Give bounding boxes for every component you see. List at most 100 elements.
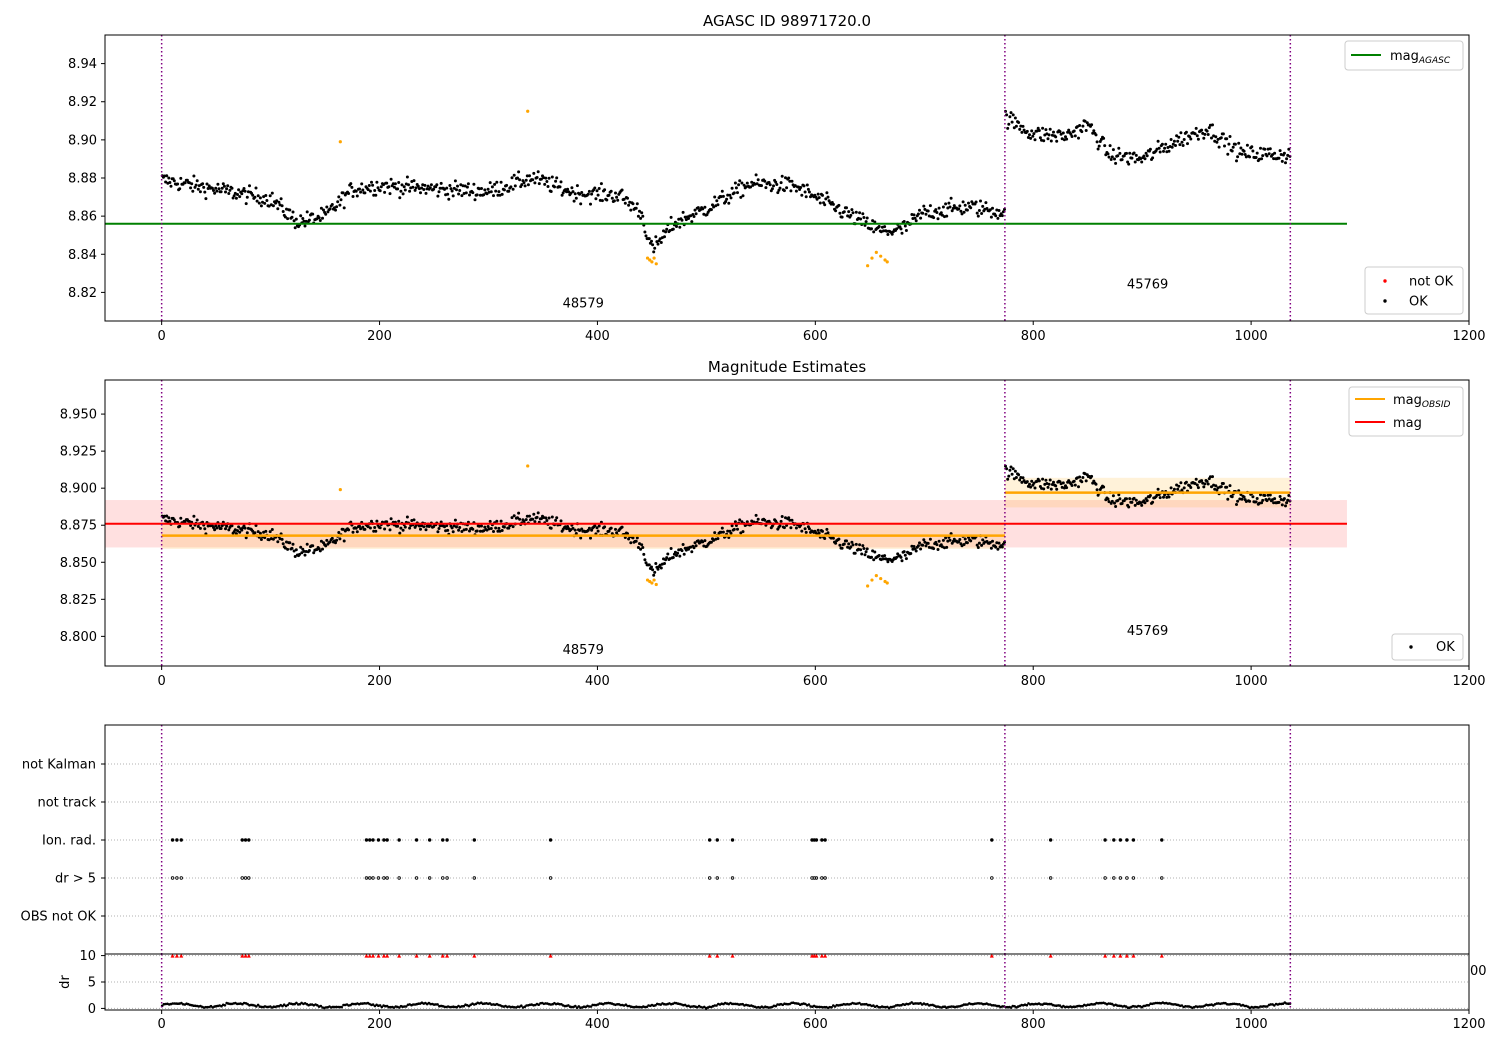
panel2-point-ok: [281, 542, 285, 546]
flags-point: [376, 876, 381, 880]
panel2-point-ok: [368, 526, 372, 530]
panel1-point-ok: [1102, 136, 1106, 140]
panel2-point-ok: [692, 546, 696, 550]
panel1-point-ok: [788, 179, 792, 183]
panel2-point-ok: [1061, 481, 1065, 485]
panel2-point-ok: [579, 536, 583, 540]
panel2-point-ok: [1179, 481, 1183, 485]
flags-point: [170, 876, 175, 880]
panel1-point-ok: [205, 182, 209, 186]
panel1-point-ok: [806, 187, 810, 191]
panel1-point-ok: [1235, 159, 1238, 163]
panel2-point-ok: [1107, 500, 1111, 504]
panel2-point-ok: [1143, 501, 1147, 505]
panel2-point-ok: [851, 543, 855, 547]
panel1-point-ok: [359, 190, 363, 194]
dr-point: [411, 1003, 415, 1006]
panel2-point-ok: [1094, 482, 1098, 486]
flags-point: [385, 876, 389, 880]
panel2-point-ok: [864, 550, 868, 554]
panel2-point-ok: [167, 516, 171, 520]
panel2-point-ok: [1205, 479, 1209, 483]
panel2-point-ok: [335, 538, 339, 542]
panel2-point-ok: [495, 519, 499, 523]
panel2-point-ok: [290, 546, 294, 550]
panel1-point-ok: [1078, 124, 1082, 127]
panel1-point-ok: [347, 192, 351, 195]
panel1-point-ok: [651, 243, 655, 247]
dr-flag-marker: [170, 953, 175, 958]
panel2-point-ok: [981, 538, 985, 542]
dr-xtick-label: 800: [1021, 1017, 1046, 1032]
panel2-point-ok: [359, 527, 363, 531]
panel1-point-ok: [1245, 143, 1249, 147]
panel1-point-ok: [1005, 113, 1009, 117]
panel1-point-ok: [615, 195, 619, 199]
panel1-point-ok: [1061, 131, 1065, 135]
panel1-point-ok: [225, 187, 229, 191]
flags-point: [175, 838, 179, 842]
panel2-point-ok: [533, 520, 537, 524]
panel1-point-ok: [600, 199, 604, 203]
panel1-point-ok: [366, 188, 370, 192]
panel2-point-ok: [862, 547, 866, 550]
flags-point: [715, 876, 719, 880]
dr-point: [295, 1001, 298, 1005]
panel1-point-orange: [648, 258, 652, 262]
panel2-point-ok: [165, 514, 169, 518]
panel1-point-ok: [1221, 132, 1225, 136]
panel2-point-ok: [464, 527, 468, 531]
panel1-point-ok: [725, 197, 729, 201]
panel1-point-ok: [1107, 155, 1111, 159]
panel1-point-ok: [635, 202, 639, 206]
panel2-point-ok: [1272, 501, 1276, 505]
panel2-xtick-label: 400: [585, 674, 610, 689]
flags-point: [445, 876, 449, 880]
panel2-point-ok: [921, 543, 925, 547]
panel1-point-ok: [490, 185, 494, 189]
panel1-obsid-label: 48579: [563, 297, 604, 312]
panel1-point-ok: [620, 188, 624, 192]
panel2-point-ok: [1114, 505, 1118, 508]
panel1-point-ok: [228, 188, 232, 192]
panel1-point-ok: [865, 216, 869, 220]
panel1-point-ok: [730, 186, 734, 190]
panel2-point-ok: [903, 553, 907, 557]
panel1-point-ok: [1003, 207, 1006, 211]
panel2-point-ok: [385, 520, 389, 524]
panel1-point-ok: [546, 185, 550, 188]
panel1-point-ok: [477, 187, 481, 191]
panel1-point-ok: [1260, 157, 1264, 161]
dr-point: [1180, 1004, 1184, 1007]
panel2-point-ok: [1111, 494, 1115, 498]
panel2-point-ok: [213, 528, 217, 532]
panel2-point-ok: [634, 539, 638, 543]
panel1-point-ok: [719, 195, 723, 199]
panel2-point-ok: [1090, 474, 1094, 478]
panel1-point-ok: [647, 237, 651, 241]
panel1-point-ok: [756, 178, 760, 182]
panel1-point-ok: [245, 195, 249, 199]
stray-tick-label: 00: [1470, 964, 1487, 979]
panel2-point-ok: [994, 545, 998, 549]
dr-point: [282, 1003, 286, 1006]
panel1-point-ok: [280, 204, 284, 208]
panel1-point-ok: [950, 209, 954, 213]
panel1-point-ok: [847, 210, 851, 214]
panel1-point-ok: [826, 195, 830, 199]
panel1-point-ok: [594, 197, 598, 201]
panel1-point-ok: [294, 217, 298, 221]
dr-point: [990, 1004, 994, 1007]
panel2-point-ok: [614, 527, 617, 531]
panel1-point-ok: [976, 214, 980, 218]
panel1-point-ok: [603, 188, 607, 192]
flags-point: [240, 876, 244, 880]
panel1-point-ok: [248, 184, 251, 188]
panel1-point-ok: [776, 191, 780, 195]
panel1-point-ok: [1184, 130, 1188, 134]
flags-point: [1103, 876, 1107, 880]
panel1-point-ok: [692, 215, 696, 218]
panel2-point-ok: [754, 513, 758, 517]
panel1-point-ok: [1186, 142, 1189, 146]
panel2-point-ok: [1116, 499, 1120, 502]
